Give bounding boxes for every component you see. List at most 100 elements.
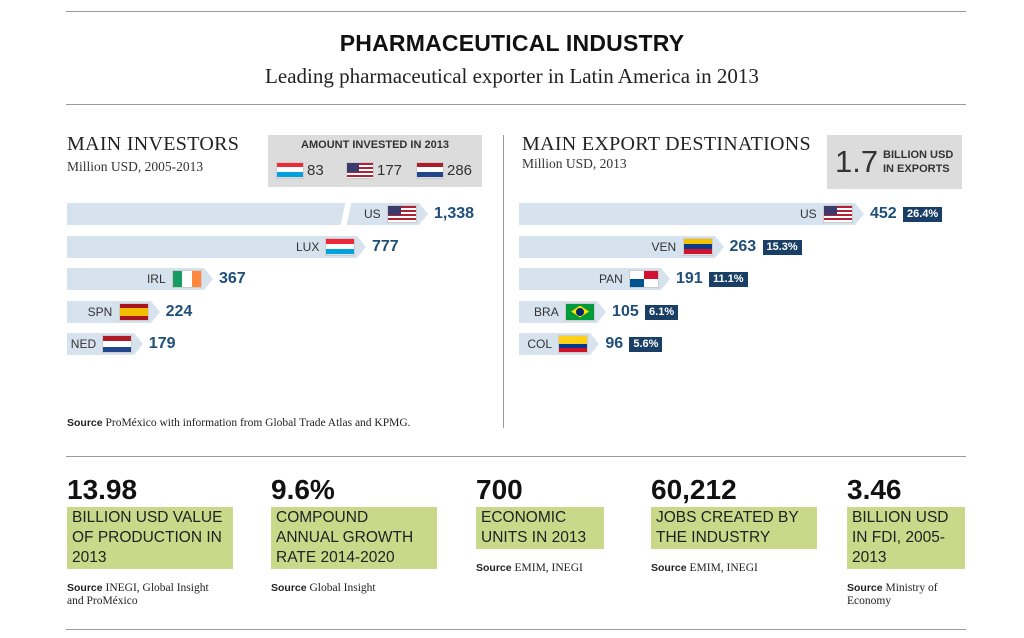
value-label: 367: [218, 270, 246, 287]
stat-value: 13.98: [67, 474, 138, 505]
brazil-flag-icon: [565, 302, 596, 321]
source-text: ProMéxico with information from Global T…: [105, 417, 411, 429]
total-exports-value: 1.7: [835, 144, 879, 179]
category-label: IRL: [146, 272, 166, 286]
amount-value-netherlands: 286: [447, 161, 473, 179]
category-label: VEN: [651, 239, 677, 254]
ireland-flag-icon: [171, 270, 202, 288]
stat-source-text: EMIM, INEGI: [686, 562, 758, 574]
stat-source: Source EMIM, INEGI: [476, 562, 636, 575]
amount-invested-title: AMOUNT INVESTED IN 2013: [301, 139, 449, 151]
bar-us: [519, 203, 855, 225]
bottom-rule: [66, 629, 966, 630]
category-label: COL: [527, 337, 553, 351]
stat-source-text: Global Insight: [306, 582, 376, 594]
section-divider: [503, 135, 504, 428]
amount-item-us: 177: [346, 160, 402, 180]
stat-source-label: Source: [651, 562, 687, 574]
exports-title: MAIN EXPORT DESTINATIONS: [522, 133, 811, 155]
bar-irl: [67, 268, 204, 290]
bar-tip: [714, 235, 724, 258]
page-subtitle: Leading pharmaceutical exporter in Latin…: [265, 64, 759, 88]
amount-item-luxembourg: 83: [276, 160, 324, 180]
stat-label: ECONOMIC UNITS IN 2013: [476, 507, 604, 549]
exports-subtitle: Million USD, 2013: [522, 156, 627, 171]
colombia-flag-icon: [558, 335, 589, 353]
luxembourg-flag-icon: [325, 237, 355, 256]
stat-source: Source Ministry of Economy: [847, 582, 957, 608]
category-label: BRA: [534, 304, 559, 319]
luxembourg-flag-icon: [276, 161, 304, 179]
value-label: 191: [675, 270, 703, 287]
amount-value-luxembourg: 83: [307, 161, 324, 179]
us-flag-icon: [823, 205, 853, 223]
source-label: Source: [67, 417, 103, 429]
category-label: LUX: [296, 239, 320, 254]
percent-badge: 6.1%: [645, 304, 679, 320]
category-label: PAN: [598, 272, 623, 286]
bar-lux: [67, 235, 357, 258]
bar-pan: [519, 268, 661, 290]
investors-subtitle: Million USD, 2005-2013: [67, 159, 204, 174]
value-label: 1,338: [434, 205, 475, 222]
value-label: 105: [612, 302, 639, 320]
page-title: PHARMACEUTICAL INDUSTRY: [339, 30, 685, 56]
stat-source-label: Source: [271, 582, 307, 594]
total-exports-box: 1.7 BILLION USD IN EXPORTS: [827, 135, 962, 189]
bar-tip: [419, 203, 428, 225]
bar-tip: [203, 268, 213, 290]
value-label: 96: [605, 335, 624, 352]
stat-source-label: Source: [847, 582, 883, 594]
stat-value: 3.46: [847, 474, 902, 505]
value-label: 777: [372, 237, 399, 255]
total-exports-label: BILLION USD IN EXPORTS: [883, 149, 954, 175]
stat-source: Source EMIM, INEGI: [651, 562, 811, 575]
stat-source-label: Source: [67, 582, 103, 594]
bar-tip: [590, 333, 600, 355]
bar-tip: [855, 203, 864, 225]
us-flag-icon: [346, 161, 374, 179]
venezuela-flag-icon: [682, 237, 713, 256]
stat-label: JOBS CREATED BY THE INDUSTRY: [651, 507, 817, 549]
amount-value-us: 177: [377, 161, 403, 179]
stat-label: BILLION USD IN FDI, 2005-2013: [847, 507, 965, 569]
amount-invested-box: AMOUNT INVESTED IN 2013 83 177 286: [268, 135, 482, 187]
spain-flag-icon: [118, 302, 149, 321]
header-rule: [66, 104, 966, 105]
percent-badge: 11.1%: [708, 272, 748, 287]
stat-label: COMPOUND ANNUAL GROWTH RATE 2014-2020: [271, 507, 437, 569]
stat-source: Source Global Insight: [271, 582, 431, 595]
netherlands-flag-icon: [101, 335, 132, 353]
stat-value: 9.6%: [271, 474, 335, 505]
bar-tip: [660, 268, 670, 290]
top-rule: [66, 11, 966, 12]
category-label: US: [364, 207, 381, 221]
bar-ven: [519, 235, 715, 258]
category-label: US: [800, 207, 817, 221]
value-label: 452: [870, 205, 897, 222]
investors-title: MAIN INVESTORS: [67, 133, 240, 155]
stat-source: Source INEGI, Global Insight and ProMéxi…: [67, 582, 227, 608]
percent-badge: 15.3%: [762, 239, 802, 255]
percent-badge: 5.6%: [629, 337, 663, 352]
stat-source-label: Source: [476, 562, 512, 574]
panama-flag-icon: [628, 270, 659, 288]
value-label: 224: [165, 302, 193, 320]
chart-source: Source ProMéxico with information from G…: [67, 417, 411, 429]
bar-us: [67, 203, 419, 225]
netherlands-flag-icon: [416, 161, 444, 179]
stat-source-text: Ministry of Economy: [847, 582, 938, 607]
stat-value: 700: [476, 474, 523, 505]
us-flag-icon: [387, 205, 417, 223]
category-label: SPN: [87, 304, 113, 319]
amount-item-netherlands: 286: [416, 160, 472, 180]
stat-value: 60,212: [651, 474, 737, 505]
bar-tip: [357, 235, 366, 258]
stats-rule: [66, 456, 966, 457]
value-label: 179: [148, 335, 176, 352]
bar-tip: [133, 333, 143, 355]
stat-source-text: INEGI, Global Insight and ProMéxico: [67, 582, 209, 607]
stat-source-text: EMIM, INEGI: [511, 562, 583, 574]
stat-label: BILLION USD VALUE OF PRODUCTION IN 2013: [67, 507, 233, 569]
bar-tip: [150, 300, 160, 323]
